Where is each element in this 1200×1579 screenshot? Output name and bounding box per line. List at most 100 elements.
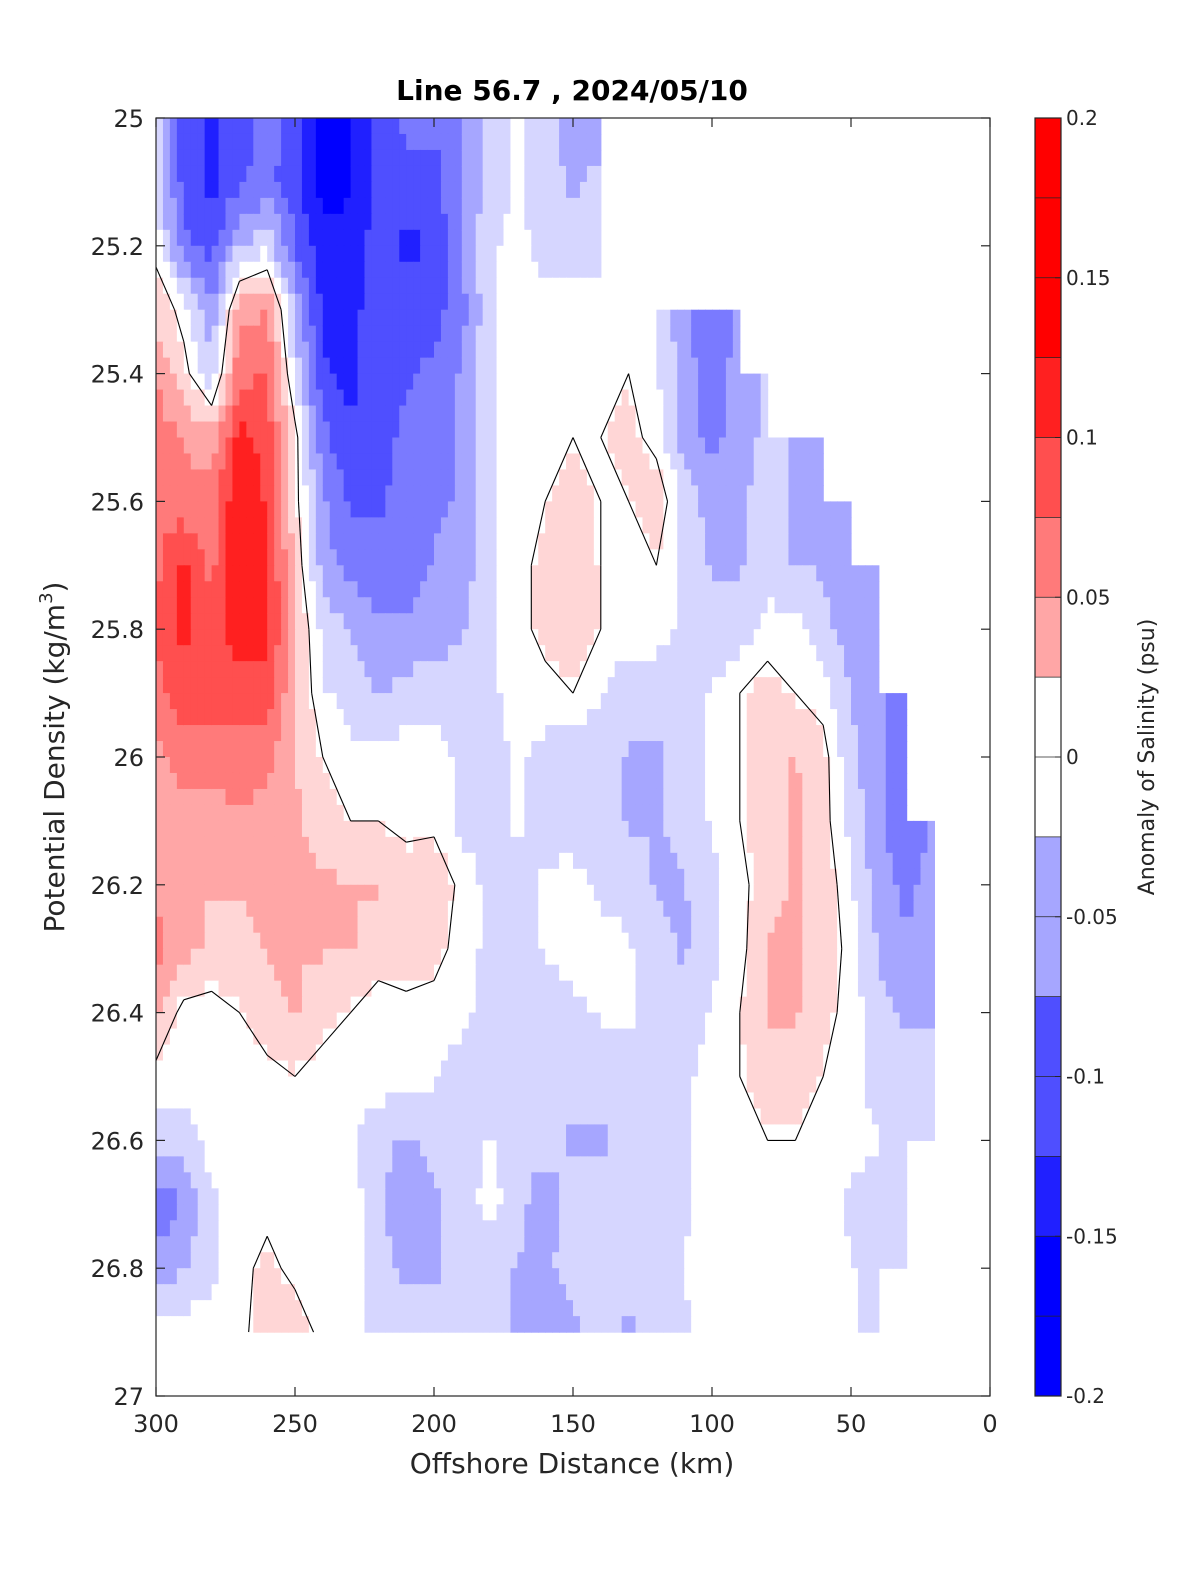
field-cell — [566, 533, 574, 550]
field-cell — [162, 725, 171, 742]
field-cell — [545, 932, 553, 950]
field-cell — [496, 501, 505, 518]
field-cell — [253, 149, 261, 167]
field-cell — [635, 884, 644, 902]
field-cell — [691, 932, 699, 950]
field-cell — [732, 709, 741, 726]
field-cell — [691, 389, 699, 407]
field-cell — [176, 245, 185, 263]
field-cell — [684, 469, 692, 487]
field-cell — [454, 357, 463, 375]
field-cell — [267, 629, 275, 646]
field-cell — [218, 293, 227, 311]
field-cell — [211, 709, 220, 726]
field-cell — [857, 581, 866, 598]
field-cell — [399, 996, 407, 1014]
field-cell — [239, 661, 247, 678]
field-cell — [552, 181, 560, 199]
field-cell — [295, 868, 303, 886]
field-cell — [288, 836, 296, 854]
field-cell — [197, 405, 206, 423]
field-cell — [246, 980, 254, 998]
field-cell — [698, 469, 706, 487]
field-cell — [746, 453, 755, 471]
field-cell — [190, 501, 199, 518]
field-cell — [162, 964, 171, 982]
field-cell — [878, 852, 887, 870]
field-cell — [698, 517, 706, 534]
field-cell — [204, 118, 213, 135]
field-cell — [420, 677, 428, 694]
field-cell — [573, 820, 581, 838]
field-cell — [392, 741, 400, 758]
field-cell — [322, 852, 331, 870]
field-cell — [712, 405, 720, 423]
field-cell — [552, 581, 560, 598]
field-cell — [767, 597, 776, 614]
field-cell — [454, 900, 463, 918]
field-cell — [788, 709, 796, 726]
field-cell — [844, 645, 852, 662]
field-cell — [308, 900, 317, 918]
field-cell — [378, 788, 386, 806]
field-cell — [204, 133, 213, 151]
field-cell — [253, 725, 261, 742]
field-cell — [183, 517, 192, 534]
field-cell — [559, 581, 567, 598]
field-cell — [378, 916, 386, 934]
field-cell — [552, 357, 560, 375]
field-cell — [427, 900, 435, 918]
field-cell — [614, 485, 623, 502]
field-cell — [712, 373, 720, 391]
field-cell — [760, 725, 769, 742]
field-cell — [239, 517, 247, 534]
field-cell — [413, 421, 421, 439]
field-cell — [420, 597, 428, 614]
field-cell — [246, 884, 254, 902]
field-cell — [614, 533, 623, 550]
field-cell — [767, 485, 776, 502]
field-cell — [162, 549, 171, 566]
field-cell — [371, 629, 379, 646]
field-cell — [510, 437, 518, 455]
field-cell — [579, 932, 588, 950]
field-cell — [162, 677, 171, 694]
field-cell — [308, 757, 317, 774]
field-cell — [927, 916, 935, 934]
field-cell — [517, 501, 525, 518]
field-cell — [788, 469, 796, 487]
field-cell — [545, 645, 553, 662]
field-cell — [336, 677, 345, 694]
field-cell — [211, 133, 220, 151]
field-cell — [656, 772, 664, 790]
field-cell — [517, 453, 525, 471]
field-cell — [211, 852, 220, 870]
field-cell — [684, 884, 692, 902]
field-cell — [642, 613, 651, 630]
field-cell — [225, 309, 234, 327]
field-cell — [677, 916, 685, 934]
field-cell — [434, 501, 442, 518]
field-cell — [468, 661, 477, 678]
field-cell — [746, 645, 755, 662]
field-cell — [162, 613, 171, 630]
field-cell — [169, 804, 178, 822]
field-cell — [892, 804, 901, 822]
field-cell — [204, 421, 213, 439]
field-cell — [336, 421, 345, 439]
field-cell — [364, 709, 373, 726]
field-cell — [454, 389, 463, 407]
field-cell — [489, 149, 498, 167]
field-cell — [406, 693, 414, 710]
field-cell — [371, 277, 379, 295]
field-cell — [288, 900, 296, 918]
field-cell — [913, 900, 922, 918]
field-cell — [406, 725, 414, 742]
field-cell — [475, 501, 484, 518]
field-cell — [190, 293, 199, 311]
field-cell — [718, 565, 727, 582]
field-cell — [392, 437, 400, 455]
field-cell — [510, 565, 518, 582]
field-cell — [183, 277, 192, 295]
field-cell — [698, 757, 706, 774]
